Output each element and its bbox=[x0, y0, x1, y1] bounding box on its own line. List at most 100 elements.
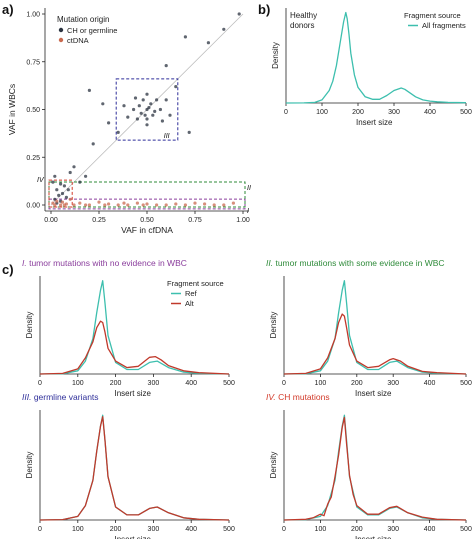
c4-x-tick-label: 500 bbox=[460, 526, 472, 533]
a-point-ch-or-germline bbox=[141, 98, 145, 102]
a-point-ch-or-germline bbox=[60, 191, 65, 196]
c3-title: III. germline variants bbox=[22, 392, 99, 402]
a-point-ch-or-germline bbox=[84, 174, 88, 178]
a-point-ch-or-germline bbox=[62, 184, 66, 188]
a-point-ch-or-germline bbox=[139, 111, 143, 115]
c3-y-axis-label: Density bbox=[25, 452, 34, 479]
a-y-tick-label: 1.00 bbox=[26, 12, 40, 19]
a-point-ch-or-germline bbox=[116, 130, 120, 134]
a-point-ch-or-germline bbox=[101, 102, 105, 106]
a-point-ctdna bbox=[59, 203, 63, 207]
c4-x-tick-label: 300 bbox=[387, 526, 399, 533]
a-point-ch-or-germline bbox=[51, 180, 55, 184]
b-x-tick-label: 100 bbox=[316, 109, 328, 116]
c1-x-axis-label: Insert size bbox=[115, 389, 152, 398]
a-point-ch-or-germline bbox=[72, 165, 76, 169]
b-title-line: Healthy bbox=[290, 11, 317, 20]
c2-series-alt bbox=[283, 313, 467, 375]
a-point-ctdna bbox=[55, 199, 59, 203]
c3-x-tick-label: 300 bbox=[148, 526, 160, 533]
c3-x-tick-label: 400 bbox=[185, 526, 197, 533]
a-region-ii bbox=[48, 181, 246, 208]
b-x-tick-label: 0 bbox=[284, 109, 288, 116]
c2-title: II. tumor mutations with some evidence i… bbox=[266, 258, 445, 268]
a-point-ctdna bbox=[122, 201, 126, 205]
c1-legend-label: Alt bbox=[185, 299, 195, 308]
c1-y-axis-label: Density bbox=[25, 312, 34, 339]
a-y-tick-label: 0.50 bbox=[26, 107, 40, 114]
a-point-ch-or-germline bbox=[153, 109, 157, 113]
a-x-tick-label: 1.00 bbox=[236, 217, 250, 224]
a-point-ch-or-germline bbox=[137, 104, 141, 108]
a-point-ch-or-germline bbox=[164, 98, 168, 102]
c4-x-tick-label: 0 bbox=[282, 526, 286, 533]
c4-series-ref bbox=[283, 414, 467, 521]
a-point-ctdna bbox=[155, 203, 159, 207]
a-point-ch-or-germline bbox=[164, 64, 168, 68]
a-point-ctdna bbox=[78, 201, 82, 205]
c2-x-tick-label: 100 bbox=[315, 380, 327, 387]
a-point-ctdna bbox=[97, 200, 101, 204]
c1-title: I. tumor mutations with no evidence in W… bbox=[22, 258, 187, 268]
a-region-label-iii: III bbox=[164, 133, 170, 140]
a-point-ch-or-germline bbox=[158, 107, 162, 112]
a-point-ctdna bbox=[212, 203, 216, 207]
b-legend-label: All fragments bbox=[422, 21, 466, 30]
a-point-ctdna bbox=[203, 202, 207, 206]
a-point-ch-or-germline bbox=[206, 41, 210, 45]
c1-x-tick-label: 400 bbox=[185, 380, 197, 387]
a-point-ch-or-germline bbox=[145, 123, 149, 127]
c2-x-tick-label: 400 bbox=[424, 380, 436, 387]
a-x-axis-label: VAF in cfDNA bbox=[121, 225, 173, 235]
c2-x-tick-label: 300 bbox=[387, 380, 399, 387]
a-region-iii bbox=[115, 78, 179, 141]
a-region-label-ii: II bbox=[247, 185, 251, 192]
a-point-ctdna bbox=[135, 201, 139, 205]
a-point-ch-or-germline bbox=[59, 182, 63, 186]
a-point-ctdna bbox=[60, 200, 65, 204]
a-x-tick-label: 0.00 bbox=[44, 217, 58, 224]
c3-x-tick-label: 0 bbox=[38, 526, 42, 533]
a-x-tick-label: 0.50 bbox=[140, 217, 154, 224]
a-region-label-i: I bbox=[247, 208, 249, 215]
a-point-ctdna bbox=[84, 203, 88, 207]
a-point-ch-or-germline bbox=[91, 142, 95, 146]
c1-x-tick-label: 300 bbox=[148, 380, 160, 387]
a-point-ch-or-germline bbox=[237, 12, 241, 16]
a-y-tick-label: 0.25 bbox=[26, 155, 40, 162]
a-point-ch-or-germline bbox=[64, 195, 68, 199]
a-point-ch-or-germline bbox=[87, 88, 91, 92]
c3-x-tick-label: 100 bbox=[72, 526, 84, 533]
b-x-tick-label: 500 bbox=[460, 109, 472, 116]
a-point-ctdna bbox=[62, 203, 66, 207]
a-legend-label: ctDNA bbox=[67, 36, 89, 45]
c2-x-axis-label: Insert size bbox=[355, 389, 392, 398]
c2-y-axis-label: Density bbox=[269, 312, 278, 339]
a-point-ch-or-germline bbox=[149, 102, 153, 106]
a-point-ch-or-germline bbox=[122, 104, 126, 108]
panel-label-c: c) bbox=[2, 262, 14, 277]
a-point-ch-or-germline bbox=[135, 117, 139, 121]
c4-y-axis-label: Density bbox=[269, 452, 278, 479]
c1-legend-label: Ref bbox=[185, 289, 198, 298]
c2-x-tick-label: 500 bbox=[460, 380, 472, 387]
a-point-ch-or-germline bbox=[155, 98, 159, 102]
c2-x-tick-label: 200 bbox=[351, 380, 363, 387]
a-x-tick-label: 0.25 bbox=[92, 217, 106, 224]
c3-x-tick-label: 200 bbox=[110, 526, 122, 533]
c4-x-tick-label: 400 bbox=[424, 526, 436, 533]
b-x-tick-label: 400 bbox=[424, 109, 436, 116]
a-point-ch-or-germline bbox=[145, 92, 149, 96]
c1-series-ref bbox=[39, 280, 230, 375]
a-point-ctdna bbox=[87, 203, 91, 207]
b-x-tick-label: 300 bbox=[388, 109, 400, 116]
c1-x-tick-label: 0 bbox=[38, 380, 42, 387]
a-y-tick-label: 0.75 bbox=[26, 59, 40, 66]
a-point-ctdna bbox=[126, 203, 130, 207]
a-point-ctdna bbox=[174, 202, 178, 206]
a-point-ch-or-germline bbox=[143, 113, 147, 117]
b-x-tick-label: 200 bbox=[352, 109, 364, 116]
a-point-ch-or-germline bbox=[160, 119, 164, 123]
a-point-ch-or-germline bbox=[147, 106, 151, 110]
